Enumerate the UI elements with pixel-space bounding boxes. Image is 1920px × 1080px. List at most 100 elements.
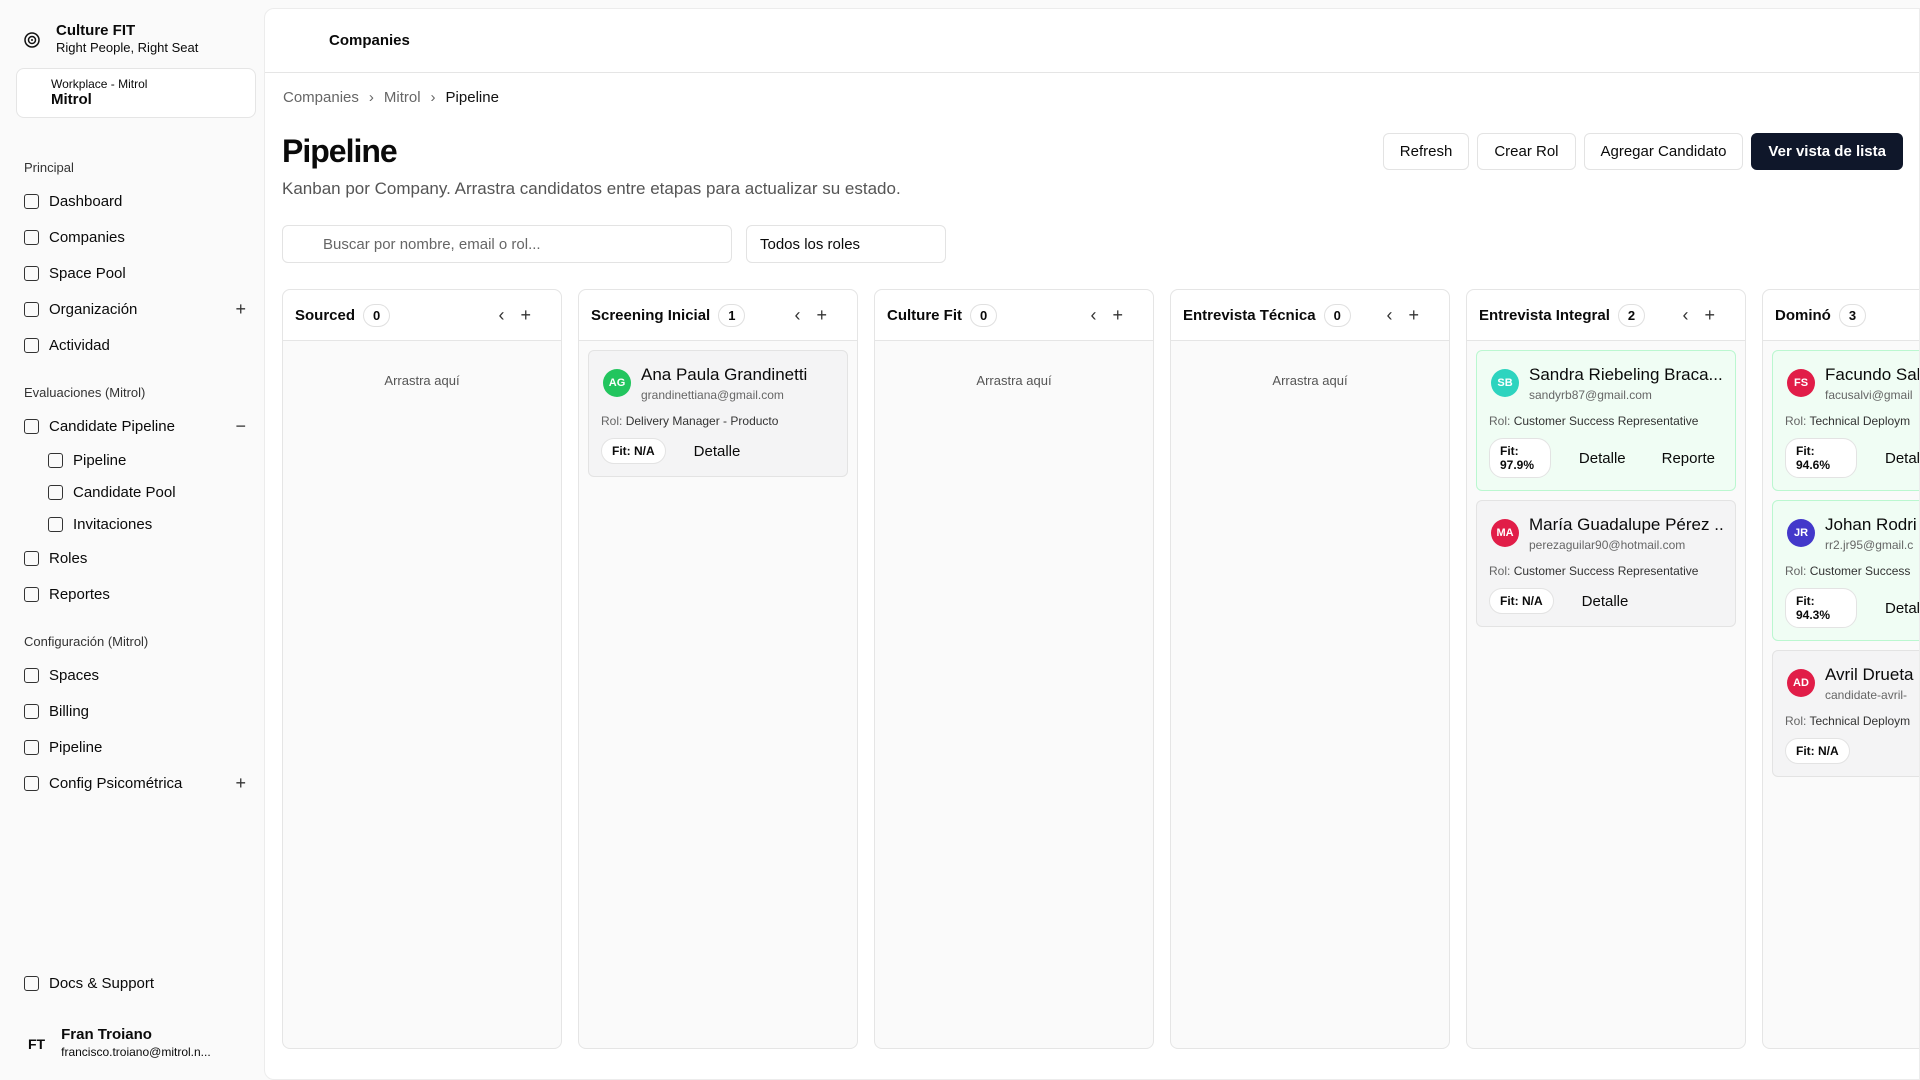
nav-label: Dashboard xyxy=(49,192,123,210)
separator: › xyxy=(430,89,436,106)
nav-item[interactable]: Config Psicométrica + xyxy=(16,765,256,801)
role-label: Rol: xyxy=(1785,564,1807,578)
workspace-label: Workplace - Mitrol xyxy=(51,77,148,91)
nav-label: Candidate Pool xyxy=(73,483,176,501)
nav-item[interactable]: Spaces xyxy=(16,657,256,693)
candidate-name: Sandra Riebeling Braca... xyxy=(1529,365,1723,384)
nav-item[interactable]: Organización + xyxy=(16,291,256,327)
candidate-name: Avril Drueta xyxy=(1825,665,1914,684)
button[interactable]: Crear Rol xyxy=(1477,133,1576,170)
page-title: Pipeline xyxy=(282,133,398,169)
candidate-role: Rol: Customer Success Representative xyxy=(1489,414,1723,428)
nav-item[interactable]: Candidate Pipeline − xyxy=(16,408,256,444)
role-label: Rol: xyxy=(1489,564,1511,578)
candidate-role: Rol: Delivery Manager - Producto xyxy=(601,414,835,428)
column-count: 3 xyxy=(1838,303,1867,327)
icon xyxy=(24,775,39,791)
card-action[interactable]: Detalle xyxy=(1578,449,1626,467)
docs-link[interactable]: Docs & Support xyxy=(24,975,248,992)
candidate-email: facusalvi@gmail xyxy=(1825,388,1913,402)
column-controls[interactable]: ‹+ xyxy=(498,304,547,325)
column-header: Sourced 0 ‹+ xyxy=(283,290,561,341)
nav: Principal Dashboard Companies Space Pool Org… xyxy=(16,138,256,801)
card-footer: Fit: 94.3% Detall xyxy=(1785,588,1920,628)
column-name: Sourced xyxy=(295,306,356,324)
button[interactable]: Refresh xyxy=(1382,133,1470,170)
column-controls[interactable]: ‹+ xyxy=(794,304,843,325)
card-footer: Fit: N/A xyxy=(1785,738,1919,764)
app-name: Culture FIT xyxy=(56,22,136,39)
nav-label: Invitaciones xyxy=(73,515,153,533)
column-count: 0 xyxy=(363,303,391,327)
candidate-card[interactable]: JR Johan Rodri rr2.jr95@gmail.c Rol: Custom… xyxy=(1772,500,1920,641)
column-controls[interactable]: ‹+ xyxy=(1682,304,1731,325)
user-menu[interactable]: FT Fran Troiano francisco.troiano@mitrol.… xyxy=(28,1026,211,1061)
nav-item[interactable]: Companies xyxy=(16,219,256,255)
icon xyxy=(24,550,39,566)
actions: Refresh Crear Rol Agregar Candidato Ver vis… xyxy=(1382,133,1903,170)
icon xyxy=(24,265,39,281)
nav-item[interactable]: Space Pool xyxy=(16,255,256,291)
icon xyxy=(24,976,39,991)
card-footer: Fit: 97.9% Detalle Reporte xyxy=(1489,438,1723,478)
nav-subitem[interactable]: Candidate Pool xyxy=(16,476,256,508)
card-footer: Fit: N/A Detalle xyxy=(601,438,835,464)
nav-label: Config Psicométrica xyxy=(49,774,183,792)
drop-hint: Arrastra aquí xyxy=(976,373,1052,388)
role-value: Customer Success xyxy=(1809,564,1911,578)
candidate-card[interactable]: AG Ana Paula Grandinetti grandinettiana@gm… xyxy=(588,350,848,477)
nav-subitem[interactable]: Invitaciones xyxy=(16,508,256,540)
workspace-switcher[interactable]: Workplace - Mitrol Mitrol xyxy=(16,68,256,118)
search-input[interactable]: Buscar por nombre, email o rol... xyxy=(282,225,732,263)
expand: + xyxy=(235,298,246,319)
column: Sourced 0 ‹+ Arrastra aquí xyxy=(282,289,562,1049)
nav-item[interactable]: Reportes xyxy=(16,576,256,612)
candidate-name: Ana Paula Grandinetti xyxy=(641,365,808,384)
nav-item[interactable]: Billing xyxy=(16,693,256,729)
candidate-card[interactable]: SB Sandra Riebeling Braca... sandyrb87@gma… xyxy=(1476,350,1736,491)
nav-item[interactable]: Roles xyxy=(16,540,256,576)
column-name: Dominó xyxy=(1775,306,1831,324)
candidate-email: sandyrb87@gmail.com xyxy=(1529,388,1652,402)
card-action[interactable]: Detalle xyxy=(1581,592,1629,610)
icon xyxy=(24,703,39,719)
candidate-name: Facundo Sal xyxy=(1825,365,1920,384)
role-filter[interactable]: Todos los roles xyxy=(746,225,946,263)
candidate-card[interactable]: AD Avril Drueta candidate-avril- Rol: Techn… xyxy=(1772,650,1919,777)
nav-item[interactable]: Dashboard xyxy=(16,183,256,219)
fit-badge: Fit: N/A xyxy=(601,438,666,464)
column-controls[interactable]: ‹+ xyxy=(1386,304,1435,325)
card-action[interactable]: Detall xyxy=(1885,449,1920,467)
fit-badge: Fit: N/A xyxy=(1785,738,1850,764)
button[interactable]: Agregar Candidato xyxy=(1583,133,1744,170)
icon xyxy=(24,586,39,602)
avatar: FS xyxy=(1787,369,1815,397)
candidate-card[interactable]: FS Facundo Sal facusalvi@gmail Rol: Technic… xyxy=(1772,350,1920,491)
breadcrumb-item[interactable]: Mitrol xyxy=(383,89,421,106)
nav-subitem[interactable]: Pipeline xyxy=(16,444,256,476)
icon xyxy=(24,418,39,434)
icon xyxy=(24,193,39,209)
nav-item[interactable]: Actividad xyxy=(16,327,256,363)
user-name: Fran Troiano xyxy=(61,1026,152,1043)
icon xyxy=(24,337,39,353)
nav-item[interactable]: Pipeline xyxy=(16,729,256,765)
column-count: 2 xyxy=(1617,303,1646,327)
avatar: MA xyxy=(1491,519,1519,547)
role-value: Customer Success Representative xyxy=(1513,564,1699,578)
nav-label: Reportes xyxy=(49,585,110,603)
card-action[interactable]: Detall xyxy=(1885,599,1920,617)
avatar: JR xyxy=(1787,519,1815,547)
button[interactable]: Ver vista de lista xyxy=(1751,133,1903,170)
card-action[interactable]: Reporte xyxy=(1661,449,1715,467)
icon xyxy=(48,484,63,500)
candidate-card[interactable]: MA María Guadalupe Pérez ... perezaguilar9… xyxy=(1476,500,1736,627)
role-label: Rol: xyxy=(1489,414,1511,428)
card-action[interactable]: Detalle xyxy=(693,442,741,460)
column-controls[interactable]: ‹+ xyxy=(1090,304,1139,325)
breadcrumb-item[interactable]: Companies xyxy=(283,89,359,106)
breadcrumb-item[interactable]: Pipeline xyxy=(445,89,499,106)
